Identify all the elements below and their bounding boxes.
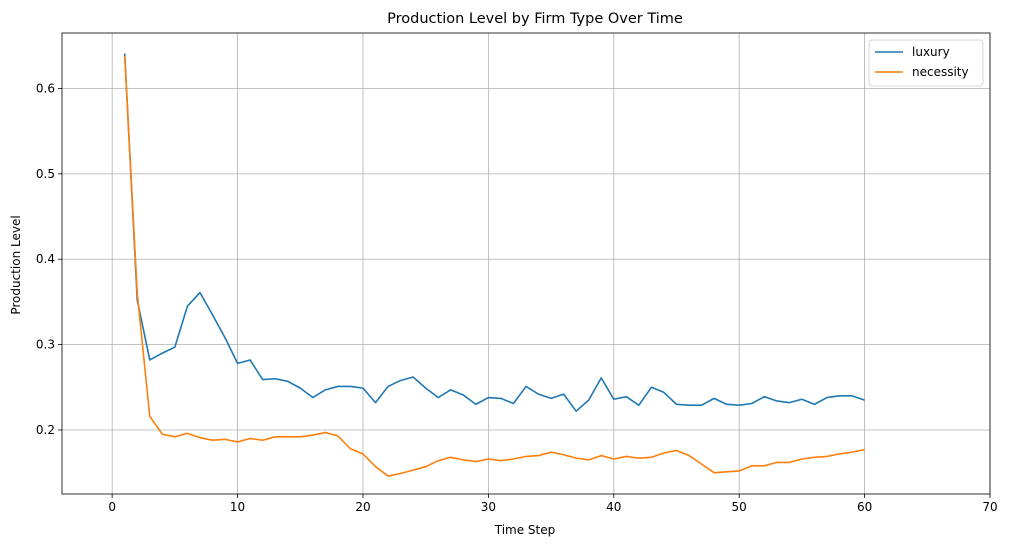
series-layer	[123, 53, 865, 477]
x-tick-label: 60	[857, 500, 872, 514]
x-tick-label: 50	[732, 500, 747, 514]
legend-label-necessity: necessity	[912, 65, 969, 79]
x-tick-label: 40	[606, 500, 621, 514]
x-tick-label: 0	[108, 500, 116, 514]
x-tick-label: 10	[230, 500, 245, 514]
x-tick-label: 20	[355, 500, 370, 514]
y-tick-label: 0.6	[36, 81, 55, 95]
y-axis: 0.2 0.3 0.4 0.5 0.6	[36, 81, 62, 437]
chart-title: Production Level by Firm Type Over Time	[387, 11, 683, 27]
plot-frame	[61, 32, 991, 495]
x-axis-label: Time Step	[494, 523, 556, 537]
series-line-necessity	[123, 56, 865, 477]
y-tick-label: 0.2	[36, 423, 55, 437]
x-tick-label: 30	[481, 500, 496, 514]
legend: luxury necessity	[868, 39, 984, 87]
series-line-luxury	[123, 53, 865, 412]
grid	[62, 33, 991, 494]
legend-label-luxury: luxury	[912, 45, 950, 59]
y-tick-label: 0.3	[36, 338, 55, 352]
y-tick-label: 0.5	[36, 167, 55, 181]
y-tick-label: 0.4	[36, 252, 55, 266]
y-axis-label: Production Level	[9, 215, 23, 314]
x-axis: 0 10 20 30 40 50 60 70	[108, 494, 998, 514]
x-tick-label: 70	[982, 500, 997, 514]
